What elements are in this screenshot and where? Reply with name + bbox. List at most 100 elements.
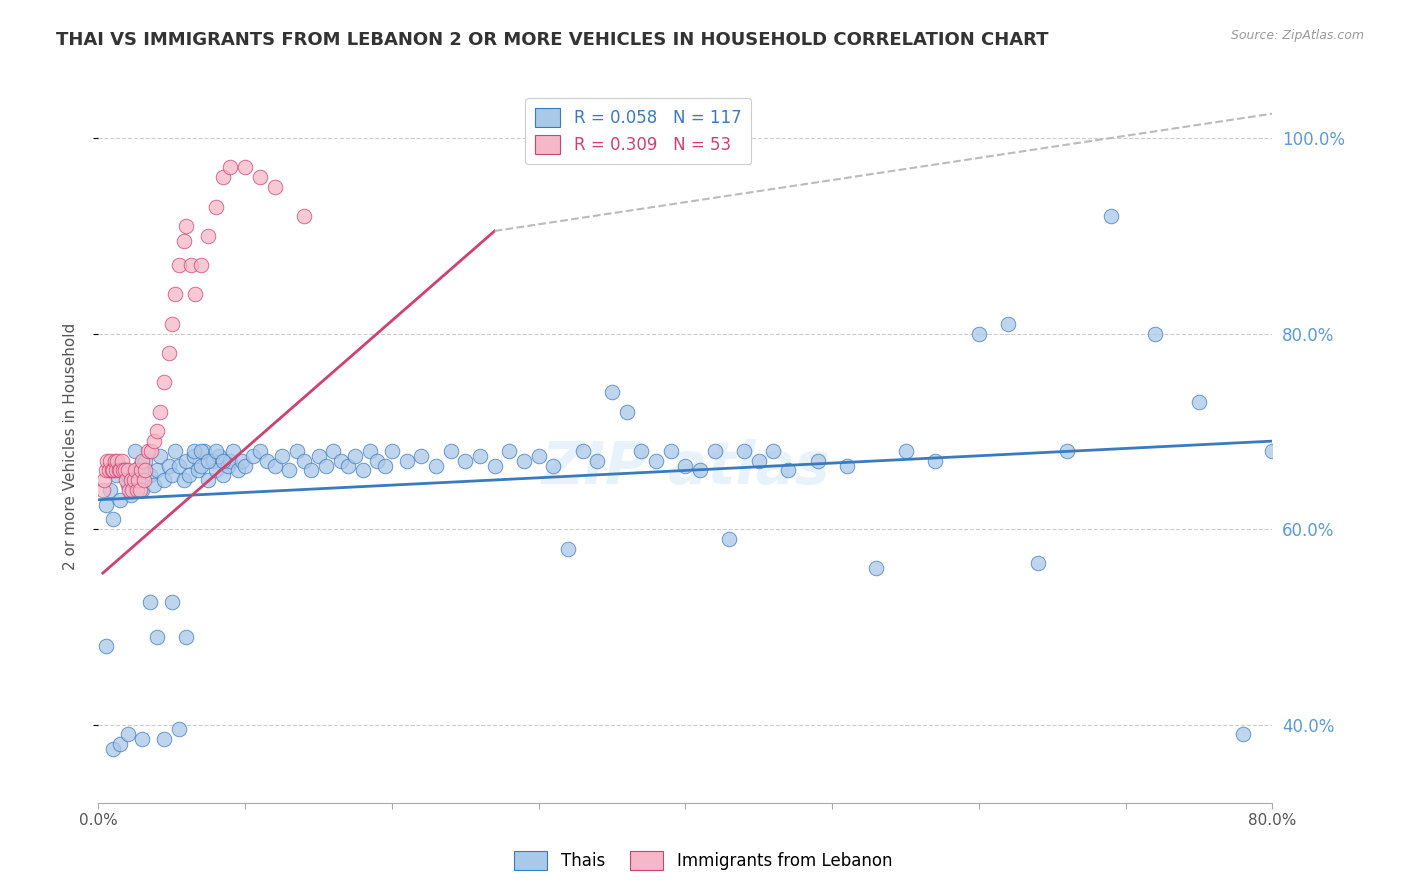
Point (201, 453, 224, 467)
Point (146, 463, 169, 477)
Point (115, 473, 138, 487)
Point (249, 170, 271, 185)
Point (352, 463, 374, 477)
Point (1026, 557, 1049, 571)
Point (285, 443, 308, 458)
Point (299, 463, 322, 477)
Point (143, 478, 166, 492)
Point (131, 483, 153, 497)
Point (205, 443, 228, 458)
Point (112, 463, 135, 477)
Point (219, 453, 242, 467)
Point (146, 425, 169, 439)
Point (160, 317, 183, 331)
Point (103, 453, 125, 467)
Point (571, 443, 593, 458)
Point (1232, 727, 1254, 741)
Point (127, 473, 149, 487)
Point (183, 449, 205, 463)
Point (167, 458, 190, 473)
Point (484, 458, 506, 473)
Point (468, 449, 491, 463)
Point (108, 463, 131, 477)
Point (131, 453, 153, 467)
Point (315, 458, 337, 473)
Point (110, 463, 132, 477)
Point (105, 468, 128, 483)
Point (124, 473, 146, 487)
Point (118, 483, 141, 497)
Point (117, 478, 139, 492)
Point (374, 458, 396, 473)
Point (110, 737, 132, 751)
Point (1144, 326, 1167, 341)
Point (762, 443, 785, 458)
Point (1099, 209, 1122, 223)
Point (121, 483, 143, 497)
Point (124, 443, 146, 458)
Point (149, 405, 172, 419)
Point (98, 483, 121, 497)
Point (344, 449, 367, 463)
Point (179, 468, 201, 483)
Point (128, 458, 150, 473)
Point (143, 434, 166, 449)
Point (689, 463, 711, 477)
Point (197, 473, 219, 487)
Point (997, 317, 1019, 331)
Point (98, 453, 121, 467)
Point (308, 449, 330, 463)
Point (101, 742, 124, 756)
Point (117, 463, 139, 477)
Point (543, 458, 565, 473)
Point (94, 498, 117, 512)
Point (222, 443, 245, 458)
Text: ZIP atlas: ZIP atlas (541, 439, 830, 496)
Point (120, 473, 142, 487)
Point (263, 458, 285, 473)
Point (806, 453, 828, 467)
Point (193, 443, 215, 458)
Point (212, 468, 235, 483)
Point (1261, 443, 1284, 458)
Point (176, 219, 198, 233)
Point (146, 630, 169, 644)
Point (149, 449, 172, 463)
Point (498, 443, 520, 458)
Point (176, 453, 198, 467)
Point (411, 449, 433, 463)
Point (233, 161, 256, 175)
Point (132, 473, 155, 487)
Point (329, 453, 352, 467)
Point (163, 287, 186, 301)
Point (153, 376, 176, 390)
Point (157, 458, 180, 473)
Point (1188, 395, 1211, 409)
Point (645, 453, 668, 467)
Point (153, 732, 176, 747)
Text: THAI VS IMMIGRANTS FROM LEBANON 2 OR MORE VEHICLES IN HOUSEHOLD CORRELATION CHAR: THAI VS IMMIGRANTS FROM LEBANON 2 OR MOR… (56, 31, 1049, 49)
Point (233, 458, 256, 473)
Point (160, 595, 183, 609)
Point (1056, 443, 1078, 458)
Point (173, 234, 195, 248)
Point (527, 449, 550, 463)
Point (359, 443, 381, 458)
Point (513, 453, 536, 467)
Point (197, 453, 219, 467)
Point (733, 443, 755, 458)
Point (440, 443, 463, 458)
Point (703, 443, 725, 458)
Point (139, 468, 162, 483)
Point (292, 453, 315, 467)
Point (748, 453, 770, 467)
Point (163, 443, 186, 458)
Point (835, 458, 858, 473)
Point (454, 453, 477, 467)
Point (586, 453, 609, 467)
Point (630, 443, 652, 458)
Point (94, 463, 117, 477)
Point (778, 463, 800, 477)
Point (231, 453, 253, 467)
Point (600, 385, 623, 400)
